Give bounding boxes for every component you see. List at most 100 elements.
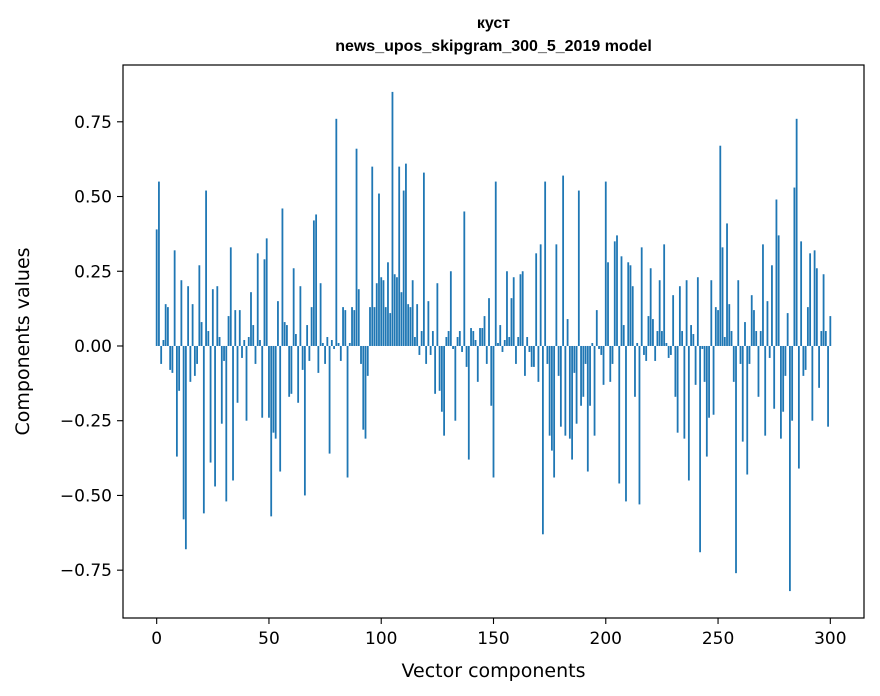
bar	[678, 286, 681, 346]
bar	[503, 340, 506, 346]
bar	[550, 345, 553, 451]
bar	[750, 295, 753, 346]
bar	[452, 345, 454, 349]
bar	[723, 337, 726, 346]
bar	[456, 337, 459, 346]
bar	[759, 331, 762, 346]
bar	[290, 345, 293, 394]
chart-title-word: куст	[477, 15, 510, 32]
bar	[467, 345, 470, 460]
bar	[782, 345, 785, 412]
bar	[218, 337, 221, 346]
bar	[337, 342, 340, 346]
bar	[519, 274, 522, 346]
bar	[191, 304, 194, 346]
bar	[566, 319, 569, 346]
bar	[786, 313, 789, 346]
bar	[571, 345, 573, 460]
bar	[586, 345, 589, 472]
bar	[629, 265, 632, 346]
bar	[600, 345, 603, 355]
bar	[209, 345, 212, 463]
bar	[829, 316, 832, 346]
bar	[607, 262, 609, 346]
bar	[155, 229, 158, 346]
bar	[335, 118, 338, 346]
bar	[746, 345, 749, 475]
bar	[806, 307, 809, 346]
bar	[299, 286, 302, 346]
bar	[234, 310, 237, 346]
bar	[411, 280, 414, 346]
bar	[818, 345, 820, 388]
bar	[312, 220, 315, 346]
bar	[375, 283, 378, 346]
bar	[288, 345, 291, 397]
bar	[405, 163, 407, 346]
bar	[616, 235, 618, 346]
bar	[577, 190, 580, 346]
bar	[681, 331, 684, 346]
bar	[360, 345, 362, 364]
bar	[445, 337, 448, 346]
bar	[214, 345, 216, 487]
bar	[198, 265, 201, 346]
y-tick-label: 0.00	[74, 337, 112, 357]
bar	[481, 328, 484, 346]
bar	[261, 345, 264, 418]
bar	[667, 345, 670, 358]
bar	[400, 292, 403, 346]
bar	[494, 181, 497, 346]
bar	[178, 345, 181, 391]
bar	[656, 331, 659, 346]
bar	[389, 313, 392, 346]
y-tick-label: 0.50	[74, 188, 112, 208]
bar	[739, 345, 742, 364]
y-axis-label: Components values	[12, 247, 34, 435]
bar	[418, 345, 421, 355]
bar	[791, 345, 794, 421]
bar	[243, 340, 246, 346]
bar	[701, 345, 704, 349]
bar	[768, 345, 771, 358]
bar	[510, 298, 513, 346]
bar	[604, 181, 607, 346]
bar	[187, 286, 190, 346]
bar	[559, 345, 562, 427]
bar	[652, 319, 654, 346]
bar	[422, 172, 425, 346]
bar	[252, 325, 255, 346]
bar	[515, 345, 517, 364]
bar	[227, 316, 230, 346]
bar	[256, 253, 259, 346]
bar	[479, 328, 481, 346]
bar	[687, 345, 690, 481]
bar	[241, 345, 243, 358]
bar	[330, 340, 333, 346]
bar	[710, 280, 713, 346]
bar	[409, 307, 412, 346]
bar	[357, 289, 360, 346]
bar	[797, 345, 800, 469]
bar	[618, 345, 621, 484]
bar	[229, 247, 232, 346]
bar	[676, 345, 679, 433]
bar	[501, 345, 504, 352]
bar	[303, 345, 306, 496]
bar	[593, 345, 596, 436]
bar	[207, 331, 210, 346]
bar	[158, 181, 160, 346]
bar	[380, 277, 383, 346]
bar	[546, 345, 549, 364]
bar	[737, 280, 740, 346]
bar	[674, 345, 677, 397]
bar	[553, 345, 556, 478]
bar	[263, 259, 266, 346]
bar	[189, 345, 192, 382]
bar	[274, 345, 277, 439]
bar	[773, 345, 776, 409]
bar	[672, 295, 675, 346]
bar	[683, 345, 686, 439]
bar	[499, 325, 502, 346]
bar	[595, 310, 598, 346]
